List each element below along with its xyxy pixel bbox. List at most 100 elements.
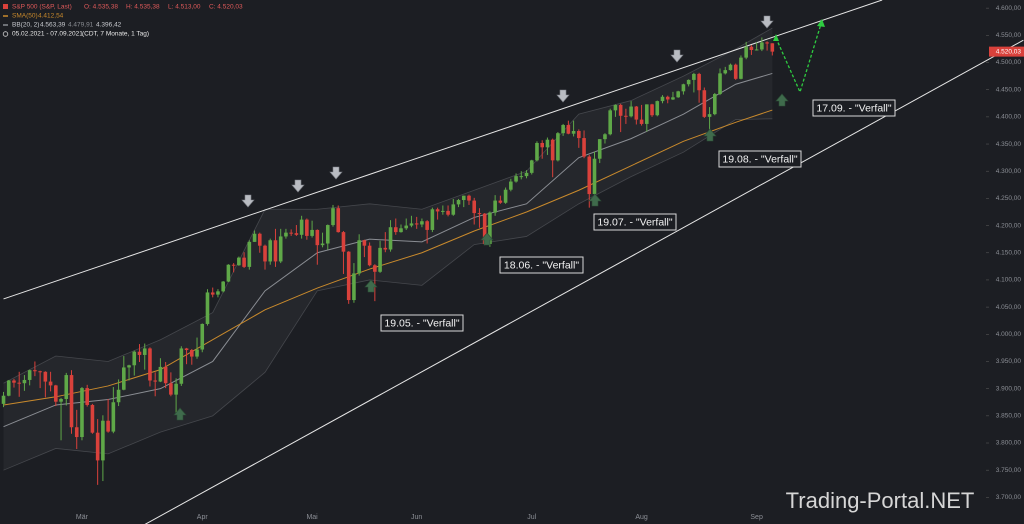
candle-body [650, 104, 654, 116]
candle-body [603, 134, 607, 140]
candle-body [681, 84, 686, 92]
sma-value: 4.412,54 [38, 13, 64, 20]
candle-body [48, 381, 53, 386]
bollinger-fill [3, 28, 773, 471]
candle-body [388, 227, 393, 250]
candle-body [414, 223, 419, 225]
candle-body [597, 139, 602, 159]
candle-body [608, 110, 612, 135]
annotation: 17.09. - "Verfall" [816, 102, 891, 114]
candle-body [498, 200, 503, 203]
annotation-box [499, 256, 584, 274]
candle-body [425, 221, 429, 230]
candle-body [184, 348, 189, 351]
candle-body [493, 200, 497, 213]
candle-body [294, 233, 299, 235]
candle-body [74, 427, 79, 438]
annotation-box [593, 213, 677, 231]
candle-body [409, 223, 414, 226]
candle-body [634, 106, 639, 120]
candle-body [299, 219, 304, 235]
bb-value: 4.396,42 [96, 22, 122, 29]
candle-body [127, 365, 131, 368]
candle-body [33, 370, 37, 372]
candle-body [80, 388, 84, 438]
candle-body [383, 247, 388, 250]
annotation-box [718, 150, 802, 168]
candle-body [618, 104, 623, 116]
candle-body [59, 398, 63, 402]
bollinger-lower [3, 118, 773, 471]
candle-body [441, 210, 445, 212]
candle-body [289, 232, 293, 234]
candle-body [54, 385, 58, 402]
candle-body [85, 388, 89, 405]
candle-body [524, 172, 529, 177]
candle-body [341, 232, 346, 252]
x-tick-label: Aug [635, 514, 648, 521]
candle-body [420, 221, 424, 225]
candle-body [702, 90, 707, 117]
candle-body [331, 208, 335, 226]
candle-body [660, 96, 665, 102]
candle-body [221, 281, 225, 292]
candle-body [237, 257, 241, 266]
candle-body [624, 115, 628, 117]
candle-body [592, 158, 597, 195]
candle-body [305, 219, 309, 236]
candle-body [671, 97, 675, 100]
candle-body [268, 240, 273, 262]
candle-body [210, 292, 215, 295]
candle-body [686, 79, 691, 85]
candle-body [760, 42, 764, 50]
candle-body [362, 240, 367, 246]
candle-body [200, 323, 205, 350]
candle-body [95, 432, 100, 461]
candle-body [231, 264, 236, 266]
candle-body [148, 348, 152, 381]
y-tick-label: 4.550,00 [996, 32, 1022, 39]
y-tick-label: 4.100,00 [996, 277, 1022, 284]
y-tick-label: 4.450,00 [996, 86, 1022, 93]
candle-body [430, 209, 435, 230]
candle-body [17, 382, 22, 384]
ohlc-label: O: 4.535,38 [84, 4, 118, 11]
y-tick-label: 3.800,00 [996, 440, 1022, 447]
candle-body [582, 138, 586, 157]
projection-head [773, 34, 779, 41]
y-tick-label: 4.600,00 [996, 5, 1022, 12]
candle-body [503, 189, 508, 203]
instrument: S&P 500 (S&P, Last) [12, 4, 72, 11]
candle-body [765, 42, 769, 44]
candle-body [158, 366, 163, 382]
candle-body [540, 142, 545, 148]
candle-body [111, 402, 116, 432]
candle-body [373, 265, 377, 272]
bb-value: 4.563,39 [40, 22, 66, 29]
candle-body [561, 125, 565, 134]
candle-body [739, 57, 743, 79]
period: (CDT, 7 Monate, 1 Tag) [82, 31, 149, 38]
candle-body [352, 273, 356, 301]
candle-body [257, 233, 262, 246]
y-tick-label: 3.900,00 [996, 385, 1022, 392]
candle-body [723, 70, 728, 74]
axis-layer: 4.600,00 4.550,00 4.500,00 4.450,00 4.400,00… [76, 5, 1024, 521]
candle-body [247, 241, 252, 267]
candle-body [273, 240, 278, 262]
y-tick-label: 3.700,00 [996, 494, 1022, 501]
projection-path [775, 23, 822, 94]
candle-body [556, 133, 560, 161]
candle-body [655, 101, 660, 116]
candle-body [393, 227, 398, 233]
candle-body [613, 104, 618, 111]
candle-body [712, 94, 717, 115]
candle-body [733, 64, 738, 79]
x-tick-label: Apr [197, 514, 209, 521]
candle-body [106, 420, 110, 432]
candle-body [446, 210, 450, 215]
candle-body [336, 208, 341, 233]
candle-body [488, 212, 492, 245]
candle-body [174, 383, 178, 395]
instrument-icon [3, 4, 8, 9]
